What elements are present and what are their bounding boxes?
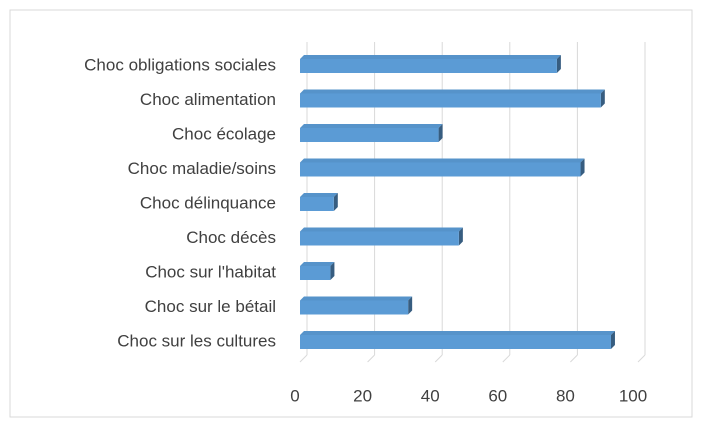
bar-top bbox=[300, 55, 561, 59]
bar-top bbox=[300, 193, 338, 197]
grid-floor bbox=[502, 354, 511, 363]
grid-floor bbox=[367, 354, 375, 363]
bar-side bbox=[333, 193, 338, 211]
bar-side bbox=[610, 331, 615, 349]
bar-front bbox=[300, 335, 611, 349]
bar bbox=[300, 331, 615, 349]
bar-top bbox=[300, 158, 585, 163]
bar bbox=[300, 89, 605, 108]
bar-side bbox=[330, 262, 335, 280]
bar-front bbox=[300, 162, 581, 177]
x-tick-label: 20 bbox=[353, 386, 372, 405]
bar-side bbox=[438, 124, 443, 142]
chart-frame bbox=[9, 9, 693, 418]
y-tick-label: Choc sur le bétail bbox=[145, 297, 276, 316]
bar-top bbox=[300, 262, 335, 266]
x-tick-label: 60 bbox=[488, 386, 507, 405]
grid-floor bbox=[299, 354, 308, 363]
bar-front bbox=[300, 197, 334, 211]
bar-front bbox=[300, 300, 409, 315]
bar bbox=[300, 262, 335, 280]
bar-top bbox=[300, 331, 615, 335]
bar-front bbox=[300, 128, 439, 142]
x-tick-label: 40 bbox=[421, 386, 440, 405]
bar-front bbox=[300, 59, 557, 73]
bar-top bbox=[300, 227, 463, 232]
bar-top bbox=[300, 124, 443, 128]
bar-side bbox=[408, 296, 413, 315]
bar-front bbox=[300, 266, 331, 280]
x-tick-label: 100 bbox=[619, 386, 647, 405]
bar-front bbox=[300, 93, 601, 108]
y-tick-label: Choc sur l'habitat bbox=[145, 262, 276, 281]
bar bbox=[300, 193, 338, 211]
bar-top bbox=[300, 89, 605, 94]
bar-side bbox=[580, 158, 585, 177]
y-tick-label: Choc écolage bbox=[172, 124, 276, 143]
y-tick-label: Choc alimentation bbox=[140, 90, 276, 109]
x-tick-label: 80 bbox=[556, 386, 575, 405]
grid-floor bbox=[434, 354, 443, 363]
bar-side bbox=[556, 55, 561, 73]
y-tick-label: Choc délinquance bbox=[140, 193, 276, 212]
bar-side bbox=[600, 89, 605, 108]
bar-front bbox=[300, 231, 459, 246]
bar-top bbox=[300, 296, 413, 301]
bar bbox=[300, 124, 443, 142]
bar bbox=[300, 227, 463, 246]
bar bbox=[300, 296, 413, 315]
y-tick-label: Choc obligations sociales bbox=[84, 55, 276, 74]
y-tick-label: Choc décès bbox=[186, 228, 276, 247]
y-tick-label: Choc maladie/soins bbox=[128, 159, 276, 178]
bar bbox=[300, 55, 561, 73]
y-tick-label: Choc sur les cultures bbox=[117, 331, 276, 350]
bar-side bbox=[458, 227, 463, 246]
x-tick-label: 0 bbox=[290, 386, 299, 405]
bar bbox=[300, 158, 585, 177]
grid-floor bbox=[637, 354, 646, 363]
grid-floor bbox=[570, 354, 578, 363]
